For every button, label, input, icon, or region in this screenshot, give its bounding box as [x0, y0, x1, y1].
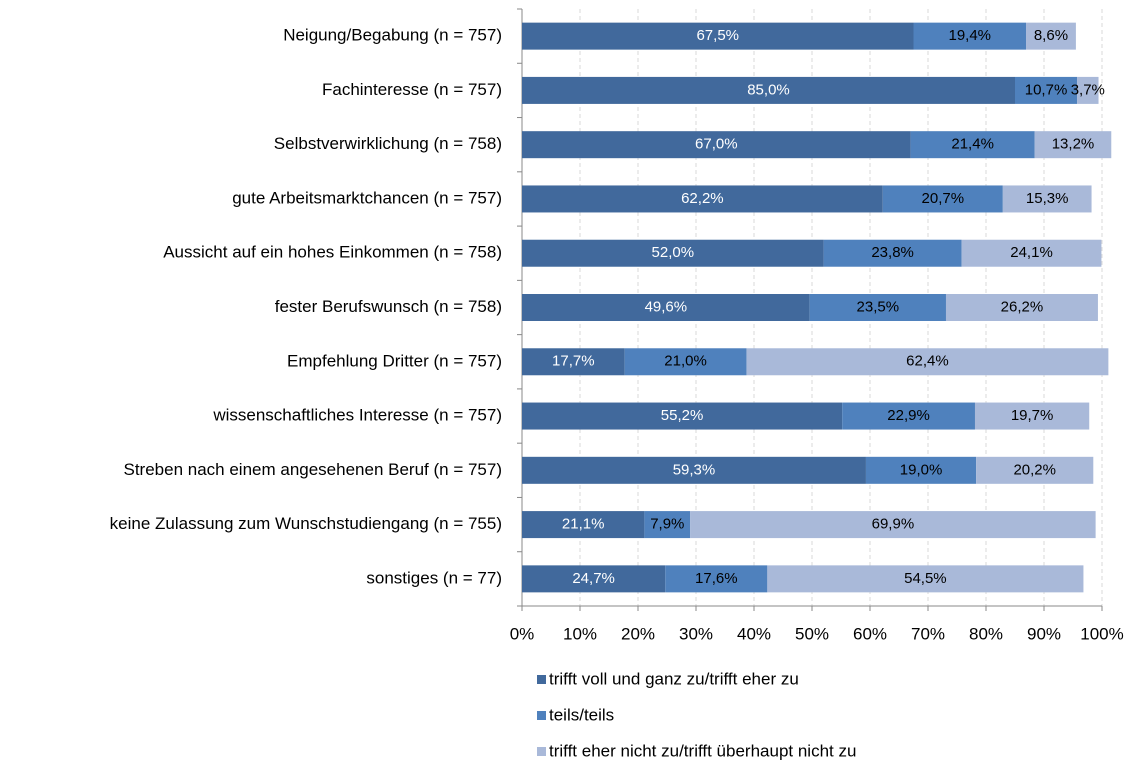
bar-segment	[823, 239, 962, 267]
data-label: 21,4%	[951, 136, 994, 153]
x-tick-label: 70%	[911, 624, 945, 643]
data-label: 21,0%	[664, 353, 707, 370]
bar-segment	[1002, 185, 1092, 213]
data-label: 52,0%	[652, 244, 695, 261]
data-label: 24,7%	[572, 570, 615, 587]
y-tick-label: gute Arbeitsmarktchancen (n = 757)	[232, 188, 502, 207]
bar-segment	[522, 456, 866, 484]
data-label: 20,2%	[1013, 461, 1056, 478]
x-tick-label: 60%	[853, 624, 887, 643]
y-tick-label: Streben nach einem angesehenen Beruf (n …	[123, 460, 502, 479]
bar-segment	[644, 511, 691, 539]
legend-label: teils/teils	[549, 705, 614, 724]
x-tick-label: 50%	[795, 624, 829, 643]
bar-segment	[522, 565, 666, 593]
data-label: 23,8%	[871, 244, 914, 261]
bar-segment	[882, 185, 1003, 213]
y-tick-label: Fachinteresse (n = 757)	[322, 80, 502, 99]
bar-segment	[624, 348, 747, 376]
bar-segment	[746, 348, 1109, 376]
bar-segment	[910, 131, 1035, 159]
legend-swatch	[537, 675, 546, 684]
data-label: 62,4%	[906, 353, 949, 370]
x-tick-label: 20%	[621, 624, 655, 643]
data-label: 20,7%	[922, 190, 965, 207]
x-tick-label: 80%	[969, 624, 1003, 643]
bar-segment	[522, 131, 911, 159]
data-label: 24,1%	[1010, 244, 1053, 261]
bar-segment	[865, 456, 977, 484]
legend-label: trifft voll und ganz zu/trifft eher zu	[549, 669, 799, 688]
data-label: 69,9%	[872, 516, 915, 533]
bar-segment	[913, 22, 1027, 50]
data-label: 19,7%	[1011, 407, 1054, 424]
bar-segment	[945, 294, 1098, 321]
x-tick-label: 90%	[1027, 624, 1061, 643]
data-label: 17,6%	[695, 570, 738, 587]
data-label: 49,6%	[645, 298, 688, 315]
data-label: 3,7%	[1071, 81, 1105, 98]
bar-segment	[522, 511, 645, 539]
bar-segment	[522, 185, 883, 213]
legend-label: trifft eher nicht zu/trifft überhaupt ni…	[549, 741, 856, 760]
data-label: 10,7%	[1025, 81, 1068, 98]
data-label: 54,5%	[904, 570, 947, 587]
x-tick-label: 100%	[1080, 624, 1123, 643]
data-label: 55,2%	[661, 407, 704, 424]
x-tick-label: 0%	[510, 624, 535, 643]
bar-segment	[522, 76, 1015, 104]
data-label: 67,0%	[695, 136, 738, 153]
bar-segment	[961, 239, 1102, 267]
bar-segment	[1034, 131, 1112, 159]
x-tick-label: 30%	[679, 624, 713, 643]
bar-segment	[522, 22, 914, 50]
bar-segment	[665, 565, 768, 593]
data-label: 22,9%	[887, 407, 930, 424]
bar-segment	[842, 402, 975, 430]
data-label: 23,5%	[857, 298, 900, 315]
data-label: 17,7%	[552, 353, 595, 370]
data-label: 85,0%	[747, 81, 790, 98]
x-tick-label: 10%	[563, 624, 597, 643]
bar-segment	[1026, 22, 1076, 50]
data-label: 26,2%	[1001, 298, 1044, 315]
bar-segment	[522, 348, 625, 376]
bar-segment	[767, 565, 1084, 593]
x-tick-label: 40%	[737, 624, 771, 643]
data-label: 21,1%	[562, 516, 605, 533]
legend-swatch	[537, 747, 546, 756]
bar-segment	[522, 239, 824, 267]
y-tick-label: Aussicht auf ein hohes Einkommen (n = 75…	[163, 243, 502, 262]
bar-segment	[809, 294, 946, 321]
y-tick-label: Selbstverwirklichung (n = 758)	[274, 134, 502, 153]
data-label: 67,5%	[696, 27, 739, 44]
y-tick-label: Empfehlung Dritter (n = 757)	[287, 351, 502, 370]
bar-segment	[1015, 76, 1078, 104]
bar-segment	[1077, 76, 1099, 104]
y-tick-label: sonstiges (n = 77)	[366, 568, 502, 587]
bar-segment	[976, 456, 1094, 484]
data-label: 7,9%	[650, 516, 684, 533]
bar-segment	[522, 402, 843, 430]
data-label: 19,0%	[900, 461, 943, 478]
data-label: 19,4%	[948, 27, 991, 44]
data-label: 62,2%	[681, 190, 724, 207]
legend-swatch	[537, 711, 546, 720]
y-tick-label: wissenschaftliches Interesse (n = 757)	[212, 406, 502, 425]
bar-segment	[690, 511, 1096, 539]
data-label: 59,3%	[673, 461, 716, 478]
data-label: 8,6%	[1034, 27, 1068, 44]
bar-segment	[974, 402, 1090, 430]
data-label: 13,2%	[1052, 136, 1095, 153]
y-tick-label: fester Berufswunsch (n = 758)	[275, 297, 502, 316]
data-label: 15,3%	[1026, 190, 1069, 207]
y-tick-label: Neigung/Begabung (n = 757)	[283, 26, 502, 45]
bar-segment	[522, 294, 810, 321]
y-tick-label: keine Zulassung zum Wunschstudiengang (n…	[110, 514, 502, 533]
